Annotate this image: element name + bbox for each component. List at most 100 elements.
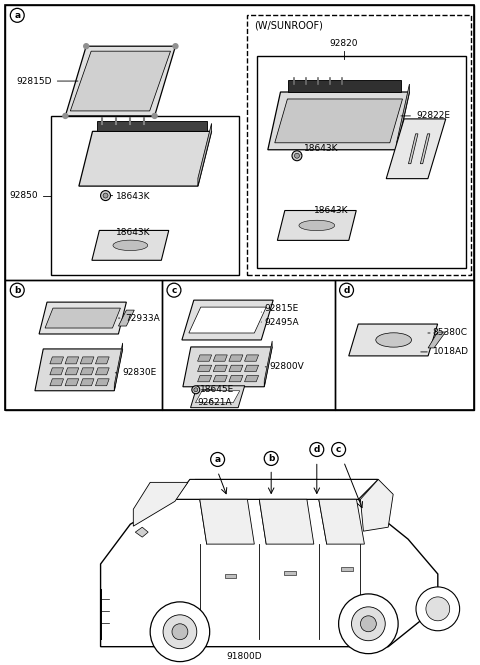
Circle shape xyxy=(163,615,197,648)
Polygon shape xyxy=(133,482,188,526)
Polygon shape xyxy=(268,92,409,150)
Circle shape xyxy=(295,153,300,158)
Bar xyxy=(247,15,470,275)
Polygon shape xyxy=(39,302,126,334)
Polygon shape xyxy=(35,349,122,391)
Bar xyxy=(284,571,296,575)
Circle shape xyxy=(338,594,398,654)
Text: 1018AD: 1018AD xyxy=(421,347,469,356)
Bar xyxy=(51,116,240,275)
Polygon shape xyxy=(229,355,243,361)
Circle shape xyxy=(426,597,450,621)
Polygon shape xyxy=(96,357,109,364)
Polygon shape xyxy=(45,308,120,328)
Circle shape xyxy=(84,44,89,49)
Ellipse shape xyxy=(376,332,411,347)
Circle shape xyxy=(152,114,157,118)
Text: a: a xyxy=(215,455,221,464)
Text: 92822E: 92822E xyxy=(401,112,450,120)
Circle shape xyxy=(63,114,68,118)
Text: 18643K: 18643K xyxy=(301,144,338,155)
Text: 85380C: 85380C xyxy=(428,329,468,338)
Text: 92830E: 92830E xyxy=(115,368,156,377)
Text: c: c xyxy=(171,286,177,295)
Polygon shape xyxy=(420,134,430,164)
Polygon shape xyxy=(229,376,243,382)
Polygon shape xyxy=(275,99,403,143)
Bar xyxy=(225,574,237,578)
Polygon shape xyxy=(119,310,134,326)
Polygon shape xyxy=(264,341,272,387)
Bar xyxy=(5,5,473,410)
Circle shape xyxy=(360,616,376,632)
Text: (W/SUNROOF): (W/SUNROOF) xyxy=(254,21,323,31)
Polygon shape xyxy=(198,355,212,361)
Polygon shape xyxy=(191,386,245,408)
Polygon shape xyxy=(65,46,176,116)
Polygon shape xyxy=(71,51,170,111)
Polygon shape xyxy=(65,368,79,375)
Text: a: a xyxy=(14,11,20,20)
Polygon shape xyxy=(319,499,364,544)
Polygon shape xyxy=(397,84,409,150)
Text: 92495A: 92495A xyxy=(261,318,299,327)
Polygon shape xyxy=(277,211,356,240)
Text: c: c xyxy=(336,445,341,454)
Circle shape xyxy=(103,193,108,198)
Polygon shape xyxy=(360,479,393,531)
Polygon shape xyxy=(175,479,378,499)
Polygon shape xyxy=(428,332,445,348)
Circle shape xyxy=(150,602,210,662)
Text: 92800V: 92800V xyxy=(265,362,304,371)
Polygon shape xyxy=(386,119,446,179)
Text: b: b xyxy=(268,454,275,463)
Polygon shape xyxy=(259,499,314,544)
Ellipse shape xyxy=(299,220,335,231)
Polygon shape xyxy=(213,376,228,382)
Circle shape xyxy=(416,587,460,630)
Polygon shape xyxy=(96,368,109,375)
Polygon shape xyxy=(50,379,63,386)
Polygon shape xyxy=(198,365,212,372)
Polygon shape xyxy=(244,376,259,382)
Polygon shape xyxy=(229,365,243,372)
Text: 92820: 92820 xyxy=(329,39,358,48)
Polygon shape xyxy=(244,365,259,372)
Text: 92621A: 92621A xyxy=(198,398,232,407)
Text: d: d xyxy=(313,445,320,454)
Ellipse shape xyxy=(113,240,148,251)
Bar xyxy=(341,567,352,571)
Circle shape xyxy=(101,191,110,201)
Polygon shape xyxy=(50,368,63,375)
Polygon shape xyxy=(97,122,206,132)
Polygon shape xyxy=(198,376,212,382)
Bar xyxy=(335,280,473,410)
Polygon shape xyxy=(114,343,122,391)
Polygon shape xyxy=(183,347,272,387)
Text: d: d xyxy=(343,286,350,295)
Polygon shape xyxy=(195,391,240,403)
Circle shape xyxy=(173,44,178,49)
Text: 92850: 92850 xyxy=(9,191,38,200)
Polygon shape xyxy=(135,527,148,537)
Polygon shape xyxy=(65,379,79,386)
Polygon shape xyxy=(189,307,266,333)
Bar xyxy=(5,5,473,280)
Text: 18643K: 18643K xyxy=(314,206,348,215)
Polygon shape xyxy=(213,365,228,372)
Polygon shape xyxy=(80,357,94,364)
Text: 72933A: 72933A xyxy=(119,314,160,323)
Text: 92815D: 92815D xyxy=(16,76,78,86)
Polygon shape xyxy=(200,499,254,544)
Polygon shape xyxy=(79,132,212,186)
Polygon shape xyxy=(80,379,94,386)
Bar xyxy=(257,56,466,268)
Circle shape xyxy=(172,624,188,640)
Polygon shape xyxy=(182,300,273,340)
Bar xyxy=(5,280,162,410)
Text: 91800D: 91800D xyxy=(227,652,262,661)
Bar xyxy=(162,280,335,410)
Polygon shape xyxy=(349,324,438,356)
Polygon shape xyxy=(244,355,259,361)
Polygon shape xyxy=(65,357,79,364)
